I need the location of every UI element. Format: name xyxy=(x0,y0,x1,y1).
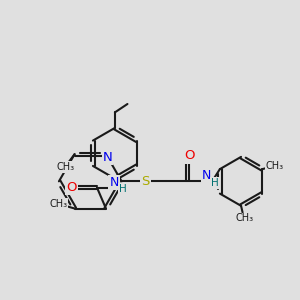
Text: N: N xyxy=(103,151,112,164)
Text: O: O xyxy=(66,181,77,194)
Text: CH₃: CH₃ xyxy=(49,199,67,209)
Text: CH₃: CH₃ xyxy=(235,213,253,224)
Text: H: H xyxy=(211,178,219,188)
Text: N: N xyxy=(202,169,211,182)
Text: CH₃: CH₃ xyxy=(266,161,284,171)
Text: H: H xyxy=(119,184,127,194)
Text: S: S xyxy=(141,175,150,188)
Text: N: N xyxy=(109,176,119,189)
Text: CH₃: CH₃ xyxy=(57,162,75,172)
Text: O: O xyxy=(184,149,195,163)
